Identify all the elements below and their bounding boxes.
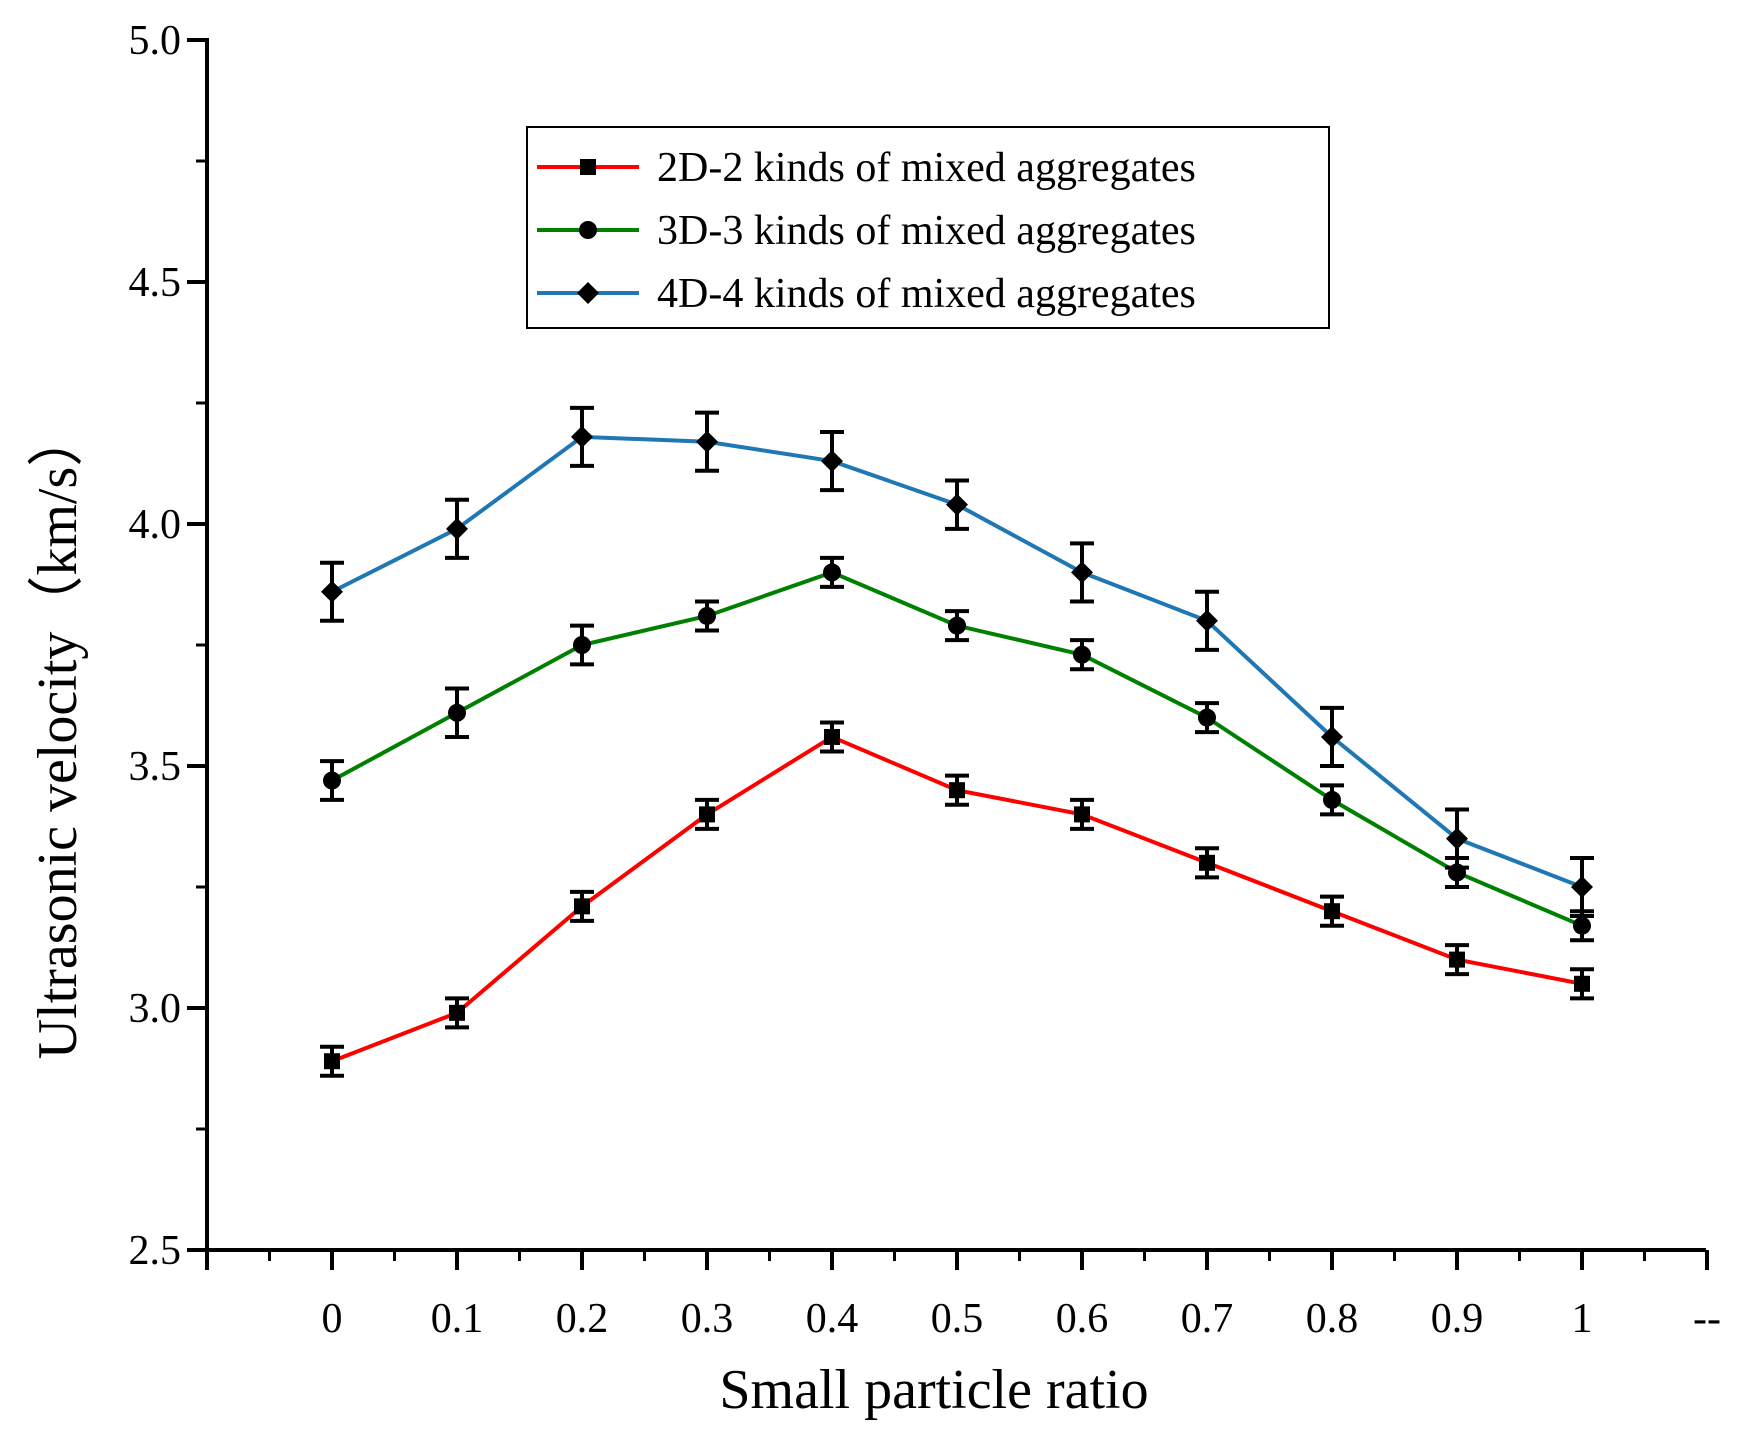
data-point [573,636,591,654]
data-point [824,728,840,745]
data-point [698,606,716,625]
data-point [1573,916,1591,935]
x-tick-label: 0.2 [556,1296,609,1342]
series-2 [320,555,1594,943]
data-point [1323,790,1341,809]
y-tick-label: 4.5 [129,260,182,306]
data-point [1198,708,1216,727]
data-point [1571,876,1593,898]
x-tick-label: 0.3 [681,1296,734,1342]
data-point [571,425,593,448]
data-point [321,580,343,603]
legend-label: 3D-3 kinds of mixed aggregates [657,208,1196,254]
data-point [1574,975,1590,992]
x-tick-label: 0.7 [1181,1296,1234,1342]
series-1 [320,720,1594,1078]
axes: 2.5 3.0 3.5 4.0 4.5 5.0 0 0.1 0.2 0.3 0.4 0.5 0.6 0.7… [129,18,1721,1342]
data-point [1449,951,1465,968]
x-tick-label: 0 [322,1296,343,1342]
data-point [696,430,718,453]
legend-marker [579,221,597,239]
y-tick-label: 2.5 [129,1228,182,1274]
x-tick-label: -- [1693,1296,1721,1342]
y-axis-title: Ultrasonic velocity（km/s） [27,411,89,1060]
data-point [448,703,466,722]
x-axis-title: Small particle ratio [719,1359,1148,1421]
legend-item: 4D-4 kinds of mixed aggregates [537,271,1196,317]
y-tick-label: 3.0 [129,986,182,1032]
data-point [574,898,590,915]
data-point [949,782,965,799]
legend-item: 3D-3 kinds of mixed aggregates [537,208,1196,254]
data-point [323,771,341,790]
plot-area [320,405,1594,1078]
data-point [821,450,843,473]
legend-marker [580,159,596,175]
data-point [1321,725,1343,748]
x-tick-label: 0.5 [931,1296,984,1342]
y-tick-label: 5.0 [129,18,182,64]
legend-label: 2D-2 kinds of mixed aggregates [657,145,1196,191]
data-point [449,1004,465,1021]
data-point [446,517,468,540]
data-point [1324,903,1340,920]
legend-item: 2D-2 kinds of mixed aggregates [537,145,1196,191]
legend-box [526,126,1330,329]
data-point [1199,854,1215,871]
data-point [1074,806,1090,823]
x-tick-label: 0.6 [1056,1296,1109,1342]
data-point [946,493,968,516]
x-tick-label: 1 [1572,1296,1593,1342]
data-point [1073,645,1091,664]
data-point [823,563,841,582]
legend: 2D-2 kinds of mixed aggregates 3D-3 kinds… [526,126,1330,329]
series-3 [320,405,1594,919]
data-point [948,616,966,635]
x-tick-label: 0.9 [1431,1296,1484,1342]
data-point [1196,609,1218,632]
x-tick-label: 0.8 [1306,1296,1359,1342]
legend-label: 4D-4 kinds of mixed aggregates [657,271,1196,317]
x-tick-label: 0.1 [431,1296,484,1342]
data-point [1071,561,1093,584]
y-tick-label: 3.5 [129,744,182,790]
legend-marker [577,282,599,304]
x-tick-label: 0.4 [806,1296,859,1342]
data-point [699,806,715,823]
data-point [324,1053,340,1070]
y-tick-label: 4.0 [129,502,182,548]
data-point [1446,827,1468,850]
